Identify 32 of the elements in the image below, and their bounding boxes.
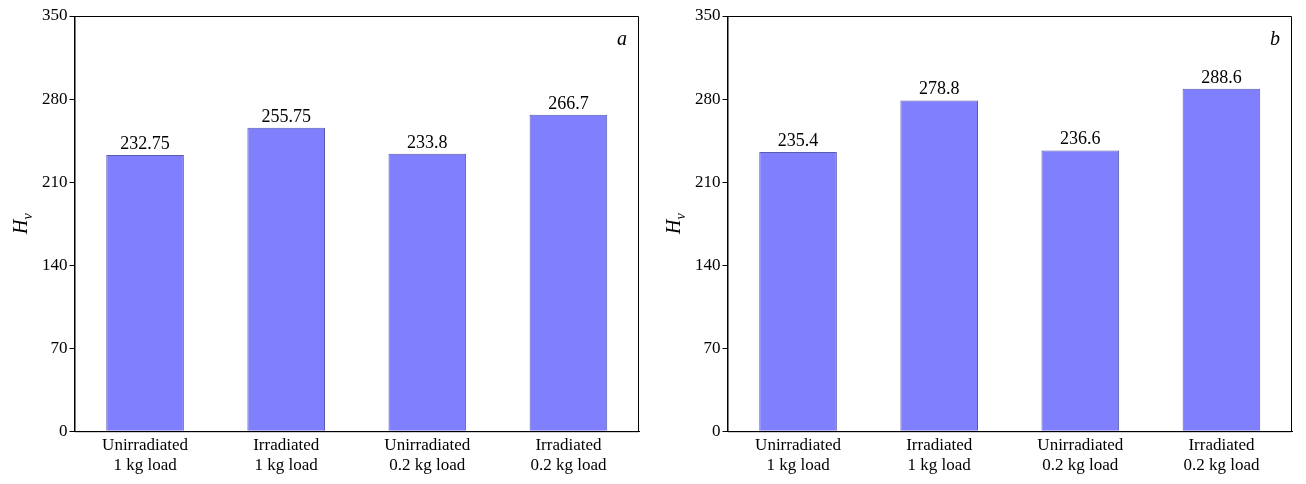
x-tick-label: Irradiated 1 kg load [906, 434, 973, 475]
x-tick-label: Irradiated 0.2 kg load [530, 434, 607, 475]
x-tick-label: Unirradiated 1 kg load [755, 434, 842, 475]
x-tick-label: Unirradiated 0.2 kg load [384, 434, 471, 475]
x-tick-label: Unirradiated 0.2 kg load [1037, 434, 1124, 475]
data-label: 232.75 [120, 132, 170, 153]
data-label: 233.8 [407, 131, 448, 152]
y-tick-label: 70 [50, 337, 68, 357]
data-label: 255.75 [261, 105, 311, 126]
data-label: 278.8 [918, 78, 960, 99]
y-tick-label: 280 [695, 88, 721, 108]
y-tick-label: 210 [695, 171, 721, 191]
y-axis-title: Hv [662, 212, 688, 235]
y-tick-label: 0 [59, 420, 68, 440]
annotation: a [617, 27, 627, 50]
y-tick-label: 70 [703, 337, 721, 357]
x-tick-label: Irradiated 0.2 kg load [1183, 434, 1260, 475]
annotation: b [1270, 27, 1280, 50]
y-tick-label: 0 [712, 420, 721, 440]
y-tick-label: 140 [42, 254, 68, 274]
x-tick-label: Irradiated 1 kg load [253, 434, 320, 475]
y-tick-label: 210 [42, 171, 68, 191]
data-label: 266.7 [548, 92, 589, 113]
y-axis-title: Hv [9, 212, 35, 235]
y-tick-label: 350 [42, 5, 68, 25]
x-tick-label: Unirradiated 1 kg load [102, 434, 189, 475]
data-label: 235.4 [777, 129, 819, 150]
data-label: 288.6 [1201, 66, 1242, 87]
y-tick-label: 140 [695, 254, 721, 274]
data-label: 236.6 [1060, 128, 1101, 149]
y-tick-label: 280 [42, 88, 68, 108]
y-tick-label: 350 [695, 5, 721, 25]
